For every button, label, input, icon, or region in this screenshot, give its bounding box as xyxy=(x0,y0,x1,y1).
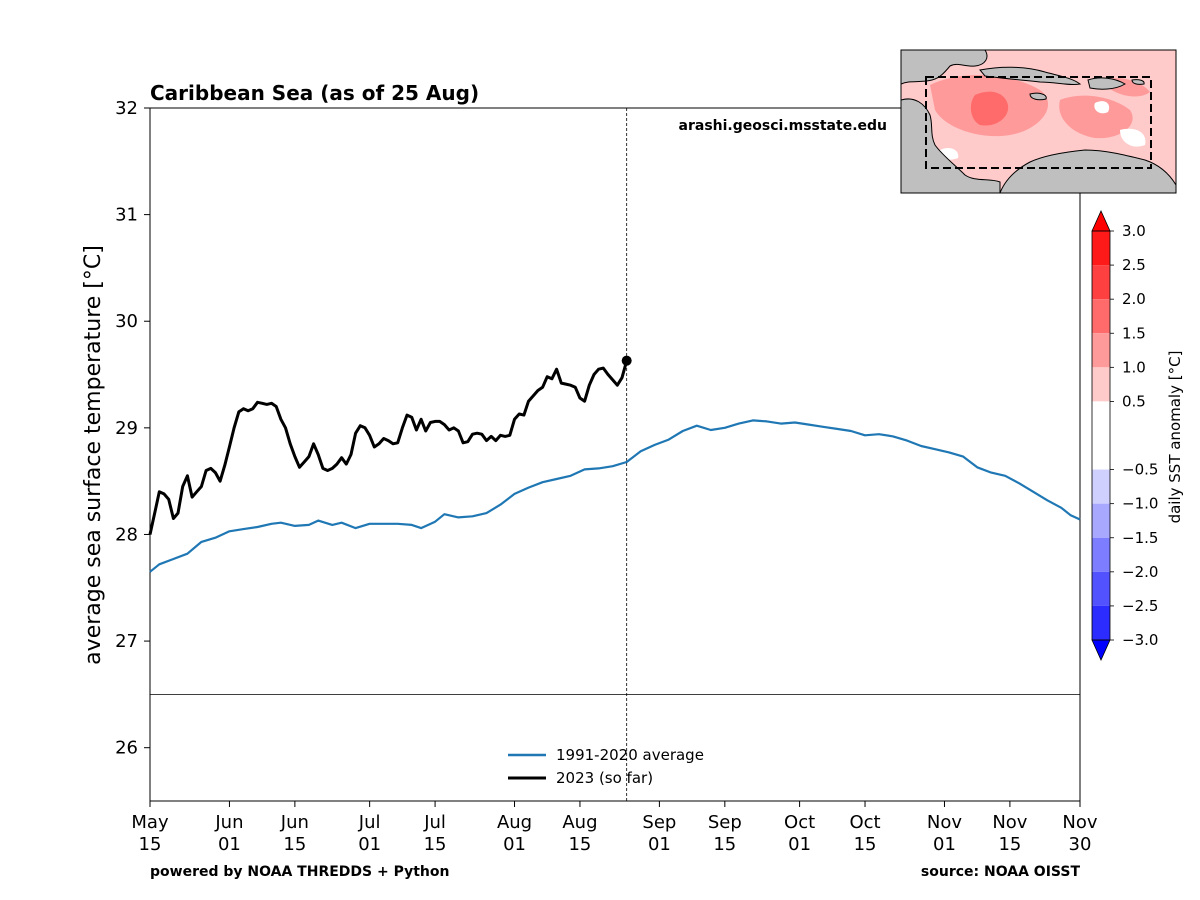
x-tick-label: Jul xyxy=(358,812,381,833)
y-tick-label: 26 xyxy=(115,738,138,759)
y-axis-label: average sea surface temperature [°C] xyxy=(81,245,106,665)
x-tick-label: Nov xyxy=(1062,812,1097,833)
x-axis: May15Jun01Jun15Jul01Jul15Aug01Aug15Sep01… xyxy=(131,801,1098,855)
colorbar-frame xyxy=(1091,230,1111,641)
series-layer xyxy=(148,355,1081,573)
y-tick-label: 28 xyxy=(115,524,138,545)
map-land-cuba xyxy=(979,66,1082,86)
x-tick-label: 15 xyxy=(713,834,736,855)
map-region-box xyxy=(925,76,1152,169)
colorbar-segment xyxy=(1092,265,1110,300)
colorbar-tick-label: −2.5 xyxy=(1122,597,1158,615)
colorbar-tick-label: 1.5 xyxy=(1122,324,1146,342)
colorbar-segment xyxy=(1092,503,1110,538)
colorbar-segment xyxy=(1092,537,1110,572)
powered-by-label: powered by NOAA THREDDS + Python xyxy=(150,864,449,880)
x-tick-label: Aug xyxy=(562,812,597,833)
colorbar-segment xyxy=(1092,333,1110,368)
colorbar-tick-label: 1.0 xyxy=(1122,358,1146,376)
x-tick-label: Jun xyxy=(214,812,243,833)
legend-label-average: 1991-2020 average xyxy=(556,746,704,764)
x-tick-label: Oct xyxy=(784,812,815,833)
y-tick-label: 30 xyxy=(115,311,138,332)
plot-area xyxy=(148,107,1081,802)
map-land-hispaniola xyxy=(1087,77,1126,90)
map-land-puerto-rico xyxy=(1131,79,1145,85)
colorbar-label: daily SST anomaly [°C] xyxy=(1166,351,1184,524)
colorbar-segment xyxy=(1092,401,1110,470)
colorbar-tick-label: −3.0 xyxy=(1122,631,1158,649)
y-tick-label: 29 xyxy=(115,418,138,439)
series-line-2023 xyxy=(148,360,629,535)
colorbar-tick-label: 0.5 xyxy=(1122,392,1146,410)
colorbar-tick-label: −1.5 xyxy=(1122,529,1158,547)
map-anomaly-blob xyxy=(1059,95,1133,139)
plot-frame xyxy=(149,107,1081,802)
map-land-north xyxy=(901,50,988,85)
source-label: source: NOAA OISST xyxy=(921,864,1081,880)
x-tick-label: Nov xyxy=(927,812,962,833)
map-neutral-patch xyxy=(1120,128,1146,147)
x-tick-label: 30 xyxy=(1069,834,1092,855)
x-tick-label: 01 xyxy=(218,834,241,855)
x-tick-label: Aug xyxy=(497,812,532,833)
colorbar-tick-label: −0.5 xyxy=(1122,461,1158,479)
colorbar: 3.0 2.5 2.0 1.5 1.0 0.5 −0.5 −1.0 −1.5 −2.0 −2.5 −3… xyxy=(1091,210,1158,661)
colorbar-tick-label: 2.0 xyxy=(1122,290,1146,308)
x-tick-label: Nov xyxy=(992,812,1027,833)
y-tick-label: 32 xyxy=(115,98,138,119)
series-line-average xyxy=(149,419,1081,573)
map-neutral-patch xyxy=(1094,101,1110,114)
legend: 1991-2020 average 2023 (so far) xyxy=(508,746,704,787)
y-tick-label: 31 xyxy=(115,205,138,226)
colorbar-segment xyxy=(1092,367,1110,402)
x-tick-label: Oct xyxy=(849,812,880,833)
x-tick-label: 15 xyxy=(568,834,591,855)
colorbar-tick-label: −2.0 xyxy=(1122,563,1158,581)
inset-map xyxy=(900,49,1177,194)
x-tick-label: Sep xyxy=(642,812,676,833)
x-tick-label: 01 xyxy=(788,834,811,855)
x-tick-label: May xyxy=(131,812,169,833)
colorbar-tick-label: −1.0 xyxy=(1122,495,1158,513)
x-tick-label: 01 xyxy=(648,834,671,855)
website-label: arashi.geosci.msstate.edu xyxy=(679,118,887,134)
x-tick-label: 01 xyxy=(358,834,381,855)
colorbar-segment xyxy=(1092,299,1110,334)
x-tick-label: 01 xyxy=(503,834,526,855)
x-tick-label: Jun xyxy=(280,812,309,833)
x-tick-label: 15 xyxy=(424,834,447,855)
x-tick-label: Sep xyxy=(708,812,742,833)
y-tick-label: 27 xyxy=(115,631,138,652)
x-tick-label: 01 xyxy=(933,834,956,855)
x-tick-label: 15 xyxy=(854,834,877,855)
colorbar-segment xyxy=(1092,605,1110,640)
colorbar-tick-label: 2.5 xyxy=(1122,256,1146,274)
map-anomaly-blob xyxy=(970,91,1009,126)
x-tick-label: 15 xyxy=(139,834,162,855)
colorbar-extend-min xyxy=(1091,639,1111,661)
colorbar-extend-max xyxy=(1091,210,1111,232)
latest-value-marker xyxy=(621,355,632,366)
x-tick-label: Jul xyxy=(423,812,446,833)
colorbar-segment xyxy=(1092,469,1110,504)
y-axis: 26 27 28 29 30 31 32 xyxy=(115,98,150,759)
chart-title: Caribbean Sea (as of 25 Aug) xyxy=(150,81,479,105)
map-frame xyxy=(900,49,1177,194)
x-tick-label: 15 xyxy=(283,834,306,855)
colorbar-segment xyxy=(1092,231,1110,266)
legend-label-2023: 2023 (so far) xyxy=(556,769,653,787)
map-land-jamaica xyxy=(1029,92,1047,101)
colorbar-tick-label: 3.0 xyxy=(1122,222,1146,240)
colorbar-segment xyxy=(1092,571,1110,606)
x-tick-label: 15 xyxy=(998,834,1021,855)
